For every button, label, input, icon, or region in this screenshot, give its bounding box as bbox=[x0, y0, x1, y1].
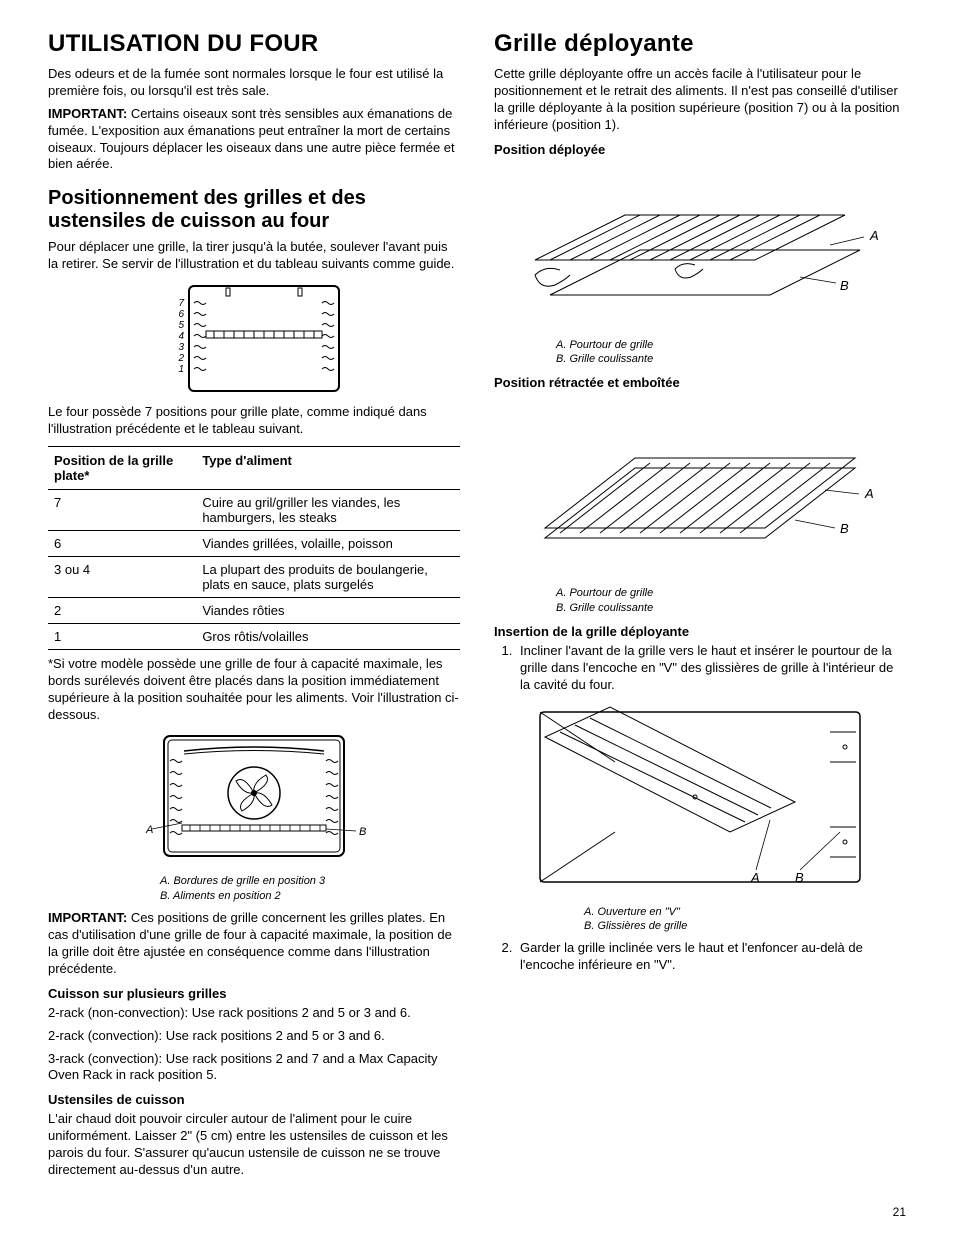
fig2-caption-a: A. Bordures de grille en position 3 bbox=[160, 874, 460, 889]
fig5-caption: A. Ouverture en "V" B. Glissières de gri… bbox=[494, 905, 906, 935]
bakeware-head: Ustensiles de cuisson bbox=[48, 1092, 460, 1107]
table-footnote: *Si votre modèle possède une grille de f… bbox=[48, 656, 460, 724]
fig5-caption-a: A. Ouverture en "V" bbox=[584, 905, 906, 920]
fig2-label-b: B bbox=[359, 826, 366, 838]
multi-rack-1: 2-rack (non-convection): Use rack positi… bbox=[48, 1005, 460, 1022]
table-cell-food: Cuire au gril/griller les viandes, les h… bbox=[196, 489, 460, 530]
insertion-steps: Incliner l'avant de la grille vers le ha… bbox=[494, 643, 906, 694]
rack-num-6: 6 bbox=[178, 309, 184, 320]
rack-num-4: 4 bbox=[178, 331, 184, 342]
after-fig1: Le four possède 7 positions pour grille … bbox=[48, 404, 460, 438]
table-cell-pos: 2 bbox=[48, 597, 196, 623]
table-cell-food: La plupart des produits de boulangerie, … bbox=[196, 556, 460, 597]
fig5-caption-b: B. Glissières de grille bbox=[584, 919, 906, 934]
fig5-label-b: B bbox=[795, 870, 804, 885]
bakeware-text: L'air chaud doit pouvoir circuler autour… bbox=[48, 1111, 460, 1179]
figure-rack-insertion: A B bbox=[520, 702, 880, 897]
intro-odors: Des odeurs et de la fumée sont normales … bbox=[48, 66, 460, 100]
fig2-label-a: A bbox=[145, 824, 153, 836]
multi-rack-2: 2-rack (convection): Use rack positions … bbox=[48, 1028, 460, 1045]
table-row: 3 ou 4 La plupart des produits de boulan… bbox=[48, 556, 460, 597]
multi-rack-head: Cuisson sur plusieurs grilles bbox=[48, 986, 460, 1001]
page-number: 21 bbox=[893, 1205, 906, 1219]
table-cell-food: Gros rôtis/volailles bbox=[196, 623, 460, 649]
fig5-label-a: A bbox=[750, 870, 760, 885]
fig4-caption-b: B. Grille coulissante bbox=[556, 601, 906, 616]
table-header-position: Position de la grille plate* bbox=[48, 446, 196, 489]
table-row: 6 Viandes grillées, volaille, poisson bbox=[48, 530, 460, 556]
important-birds: IMPORTANT: Certains oiseaux sont très se… bbox=[48, 106, 460, 174]
rack-num-7: 7 bbox=[178, 298, 184, 309]
fig3-label-b: B bbox=[840, 278, 849, 293]
rack-num-3: 3 bbox=[178, 342, 184, 353]
fig3-caption-a: A. Pourtour de grille bbox=[556, 338, 906, 353]
important-label-2: IMPORTANT: bbox=[48, 910, 127, 925]
rack-num-1: 1 bbox=[178, 364, 184, 375]
insertion-steps-2: Garder la grille inclinée vers le haut e… bbox=[494, 940, 906, 974]
retracted-head: Position rétractée et emboîtée bbox=[494, 375, 906, 390]
fig2-caption-b: B. Aliments en position 2 bbox=[160, 889, 460, 904]
step-2: Garder la grille inclinée vers le haut e… bbox=[516, 940, 906, 974]
heading-utilisation: UTILISATION DU FOUR bbox=[48, 30, 460, 58]
table-cell-pos: 6 bbox=[48, 530, 196, 556]
fig4-label-a: A bbox=[864, 486, 874, 501]
table-cell-pos: 3 ou 4 bbox=[48, 556, 196, 597]
table-cell-pos: 1 bbox=[48, 623, 196, 649]
heading-grille-deployante: Grille déployante bbox=[494, 30, 906, 58]
fig3-caption: A. Pourtour de grille B. Grille coulissa… bbox=[494, 338, 906, 368]
figure-rack-retracted: A B bbox=[525, 398, 875, 578]
figure-oven-interior: A B bbox=[134, 731, 374, 866]
fig4-label-b: B bbox=[840, 521, 849, 536]
rack-position-table: Position de la grille plate* Type d'alim… bbox=[48, 446, 460, 650]
step-1: Incliner l'avant de la grille vers le ha… bbox=[516, 643, 906, 694]
multi-rack-3: 3-rack (convection): Use rack positions … bbox=[48, 1051, 460, 1085]
table-row: 1 Gros rôtis/volailles bbox=[48, 623, 460, 649]
table-cell-food: Viandes rôties bbox=[196, 597, 460, 623]
page: UTILISATION DU FOUR Des odeurs et de la … bbox=[0, 0, 954, 1235]
important-rack-positions: IMPORTANT: Ces positions de grille conce… bbox=[48, 910, 460, 978]
fig4-caption-a: A. Pourtour de grille bbox=[556, 586, 906, 601]
table-header-food: Type d'aliment bbox=[196, 446, 460, 489]
figure-rack-extended: A B bbox=[520, 165, 880, 330]
table-row: 2 Viandes rôties bbox=[48, 597, 460, 623]
table-row: 7 Cuire au gril/griller les viandes, les… bbox=[48, 489, 460, 530]
rack-num-2: 2 bbox=[177, 353, 184, 364]
figure-oven-positions: 7 6 5 4 3 2 1 bbox=[164, 281, 344, 396]
heading-positionnement: Positionnement des grilles et des ustens… bbox=[48, 187, 460, 233]
important-label: IMPORTANT: bbox=[48, 106, 127, 121]
columns: UTILISATION DU FOUR Des odeurs et de la … bbox=[48, 30, 906, 1185]
insert-head: Insertion de la grille déployante bbox=[494, 624, 906, 639]
grille-intro: Cette grille déployante offre un accès f… bbox=[494, 66, 906, 134]
fig3-caption-b: B. Grille coulissante bbox=[556, 352, 906, 367]
extended-head: Position déployée bbox=[494, 142, 906, 157]
table-cell-pos: 7 bbox=[48, 489, 196, 530]
fig2-caption: A. Bordures de grille en position 3 B. A… bbox=[98, 874, 460, 904]
fig4-caption: A. Pourtour de grille B. Grille coulissa… bbox=[494, 586, 906, 616]
positioning-intro: Pour déplacer une grille, la tirer jusqu… bbox=[48, 239, 460, 273]
fig3-label-a: A bbox=[869, 228, 879, 243]
right-column: Grille déployante Cette grille déployant… bbox=[494, 30, 906, 1185]
table-cell-food: Viandes grillées, volaille, poisson bbox=[196, 530, 460, 556]
rack-num-5: 5 bbox=[178, 320, 184, 331]
left-column: UTILISATION DU FOUR Des odeurs et de la … bbox=[48, 30, 460, 1185]
